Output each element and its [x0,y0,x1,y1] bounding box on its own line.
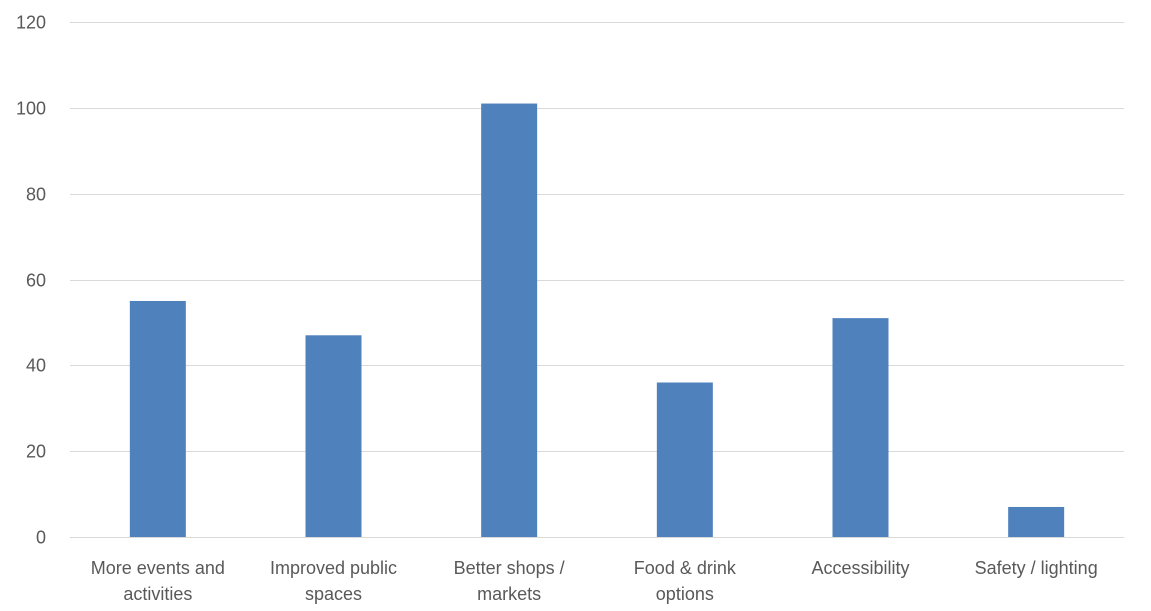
y-tick-label: 100 [16,99,46,119]
x-tick-label: Better shops / markets [454,558,565,604]
x-tick-label: Accessibility [811,558,909,578]
bar-1 [305,335,362,537]
y-axis-tick-labels: 0 20 40 60 80 100 120 [16,13,46,548]
x-tick-label: Improved public spaces [270,558,397,604]
x-tick-label-line: Improved public [270,558,397,578]
x-tick-label-line: Better shops / [454,558,565,578]
x-tick-label: More events and activities [91,558,225,604]
x-tick-label-line: More events and [91,558,225,578]
y-tick-label: 20 [26,442,46,462]
x-tick-label-line: activities [123,584,192,604]
x-tick-label: Food & drink options [634,558,737,604]
y-tick-label: 80 [26,185,46,205]
bar-2 [481,103,538,538]
x-tick-label-line: Safety / lighting [975,558,1098,578]
x-tick-label-line: options [656,584,714,604]
x-tick-label-line: spaces [305,584,362,604]
x-axis-tick-labels: More events and activities Improved public… [91,558,1098,604]
x-tick-label-line: Accessibility [811,558,909,578]
y-tick-label: 0 [36,528,46,548]
bar-3 [656,382,713,537]
y-tick-label: 60 [26,271,46,291]
x-tick-label-line: markets [477,584,541,604]
bars [129,103,1065,538]
gridlines [70,22,1124,538]
y-tick-label: 40 [26,356,46,376]
bar-0 [129,300,186,537]
bar-5 [1008,506,1065,537]
x-tick-label: Safety / lighting [975,558,1098,578]
y-tick-label: 120 [16,13,46,33]
bar-4 [832,318,889,537]
x-tick-label-line: Food & drink [634,558,737,578]
